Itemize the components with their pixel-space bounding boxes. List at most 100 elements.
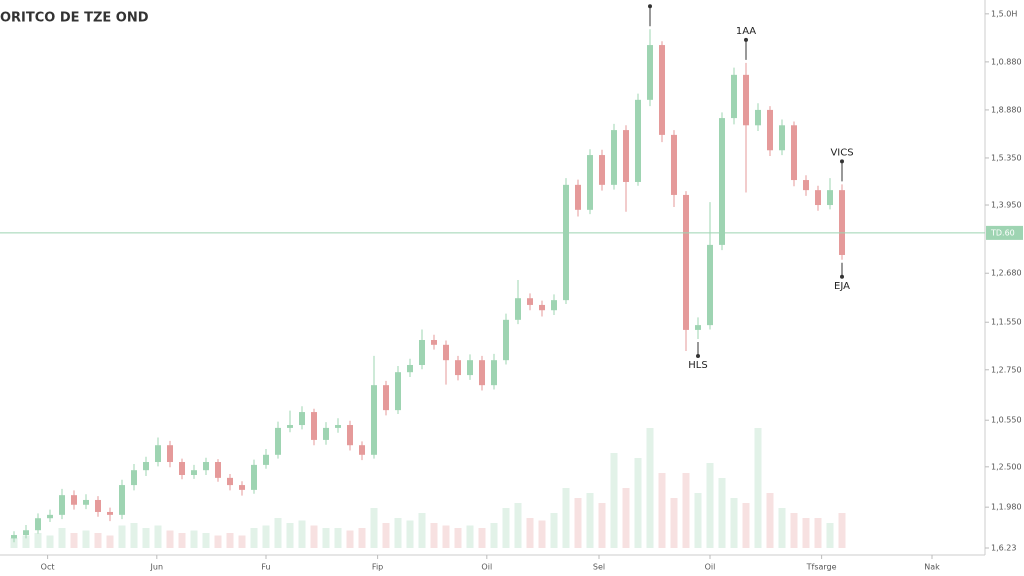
candle-body xyxy=(311,412,317,440)
volume-bar xyxy=(742,503,750,548)
x-tick-label: Jun xyxy=(150,563,164,572)
volume-bar xyxy=(166,530,174,548)
volume-bar xyxy=(70,533,78,548)
volume-bar xyxy=(454,528,462,548)
candle-body xyxy=(827,190,833,206)
volume-bar xyxy=(262,525,270,548)
price-label-box xyxy=(986,225,1023,240)
candle-body xyxy=(299,412,305,426)
volume-bar xyxy=(238,535,246,548)
candle-body xyxy=(383,385,389,411)
candle-body xyxy=(47,514,53,519)
annotation: VICS xyxy=(830,147,853,158)
annotation-dot xyxy=(648,4,652,9)
volume-bar xyxy=(514,503,522,548)
volume-bar xyxy=(358,528,366,548)
x-tick-label: Tfsarge xyxy=(806,563,837,572)
annotation: HLS xyxy=(688,360,707,371)
volume-bar xyxy=(418,513,426,548)
candle-body xyxy=(83,499,89,505)
x-tick-label: Oil xyxy=(481,563,492,572)
volume-bar xyxy=(58,528,66,548)
volume-bar xyxy=(34,533,42,548)
volume-bar xyxy=(682,473,690,548)
volume-bar xyxy=(310,525,318,548)
annotation: EJA xyxy=(834,281,850,292)
candle-body xyxy=(815,190,821,206)
annotation-dot xyxy=(840,274,844,279)
y-tick-label: 1,8.880 xyxy=(991,105,1022,114)
volume-bar xyxy=(766,493,774,548)
candle-body xyxy=(563,184,569,301)
volume-bar xyxy=(106,535,114,548)
x-tick-label: Sel xyxy=(593,563,605,572)
candle-body xyxy=(731,74,737,119)
volume-bar xyxy=(502,508,510,548)
candle-body xyxy=(275,427,281,455)
volume-bar xyxy=(274,518,282,548)
volume-bar xyxy=(298,520,306,548)
candle-body xyxy=(755,109,761,126)
x-tick-label: Oil xyxy=(705,563,716,572)
candle-body xyxy=(527,298,533,305)
volume-bar xyxy=(442,525,450,548)
candle-body xyxy=(239,485,245,490)
candle-body xyxy=(119,485,125,515)
candle-body xyxy=(11,535,17,539)
volume-bar xyxy=(730,498,738,548)
annotation-dot xyxy=(744,37,748,42)
candle-body xyxy=(551,300,557,311)
candle-body xyxy=(215,462,221,478)
candle-body xyxy=(35,518,41,531)
volume-bar xyxy=(526,518,534,548)
volume-bar xyxy=(562,488,570,548)
volume-bar xyxy=(706,463,714,548)
volume-bar xyxy=(202,533,210,548)
y-tick-label: 1,0.880 xyxy=(991,57,1022,66)
price-label: TD.60 xyxy=(990,228,1015,237)
volume-bar xyxy=(46,535,54,548)
candle-body xyxy=(287,425,293,428)
candle-body xyxy=(587,155,593,210)
volume-bar xyxy=(130,523,138,548)
candle-body xyxy=(143,462,149,471)
candle-body xyxy=(539,304,545,311)
volume-bar xyxy=(214,535,222,548)
volume-bar xyxy=(598,503,606,548)
y-tick-label: 1,1.980 xyxy=(991,503,1022,512)
y-tick-label: 1,6.23 xyxy=(991,544,1016,553)
y-tick-label: 1,5.350 xyxy=(991,153,1022,162)
volume-bar xyxy=(694,493,702,548)
volume-bar xyxy=(490,523,498,548)
volume-bar xyxy=(370,508,378,548)
candle-body xyxy=(503,319,509,361)
volume-bar xyxy=(394,518,402,548)
y-tick-label: 1,1.550 xyxy=(991,318,1022,327)
candle-body xyxy=(59,495,65,515)
volume-bar xyxy=(94,533,102,548)
candle-body xyxy=(479,360,485,386)
y-tick-label: 1,3.950 xyxy=(991,201,1022,210)
volume-bar xyxy=(142,528,150,548)
candle-body xyxy=(467,360,473,376)
candle-body xyxy=(659,45,665,135)
candle-body xyxy=(335,425,341,428)
candle-body xyxy=(179,462,185,475)
candle-body xyxy=(251,464,257,490)
candle-body xyxy=(515,298,521,320)
candle-body xyxy=(323,427,329,440)
candle-body xyxy=(683,194,689,330)
volume-bar xyxy=(382,523,390,548)
volume-bar xyxy=(778,508,786,548)
candle-body xyxy=(671,134,677,195)
candle-body xyxy=(203,462,209,471)
candle-body xyxy=(635,99,641,182)
candle-body xyxy=(839,190,845,255)
volume-bar xyxy=(790,513,798,548)
volume-bar xyxy=(406,520,414,548)
candle-body xyxy=(227,477,233,486)
volume-bar xyxy=(838,513,846,548)
volume-bar xyxy=(574,498,582,548)
